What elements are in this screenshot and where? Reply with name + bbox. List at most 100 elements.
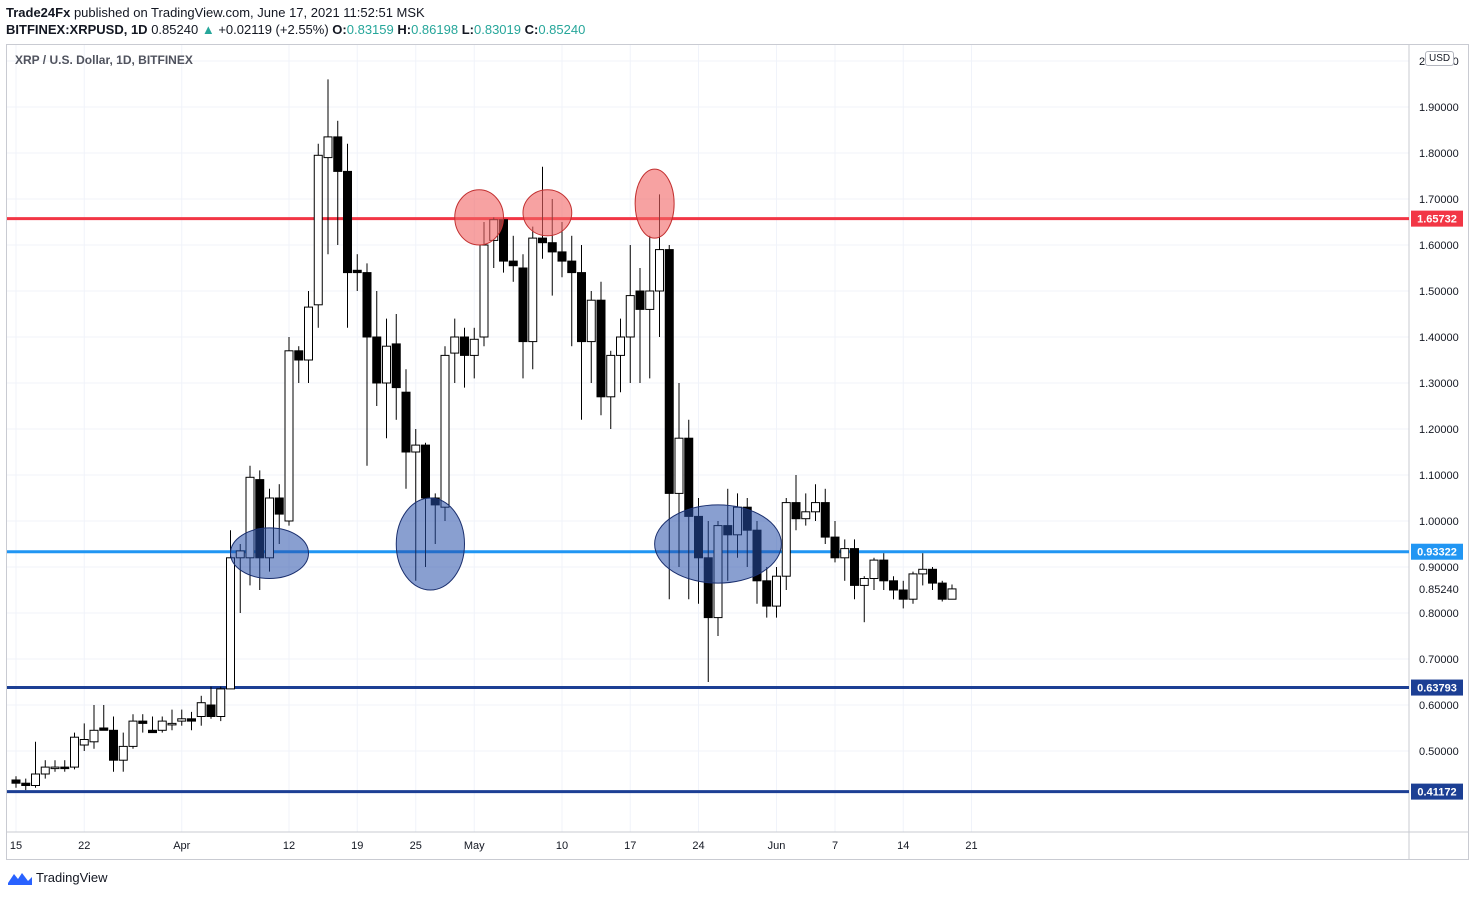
resistance-highlight-ellipse (634, 168, 675, 239)
close-value: 0.85240 (538, 22, 586, 37)
candle-body (889, 580, 898, 591)
level-price-label: 1.65732 (1417, 214, 1457, 226)
candle-body (820, 502, 830, 538)
candle-body (411, 444, 421, 453)
candle-body (635, 290, 645, 310)
candle-body (830, 536, 840, 559)
candle-body (557, 251, 567, 262)
level-price-tag (1411, 783, 1463, 800)
support-highlight-ellipse (395, 497, 465, 591)
support-highlight-ellipse (654, 504, 782, 584)
x-tick-label: 19 (351, 840, 363, 852)
candle-body (128, 720, 138, 747)
y-tick-label: 1.50000 (1419, 286, 1459, 298)
candle-body (479, 244, 489, 338)
candle-body (538, 237, 547, 244)
x-tick-label: 15 (10, 840, 22, 852)
footer-brand-label: TradingView (36, 870, 108, 885)
y-tick-label: 0.70000 (1419, 654, 1459, 666)
candle-body (518, 267, 528, 343)
candle-body (206, 704, 216, 717)
candle-body (450, 336, 460, 354)
candle-body (372, 336, 382, 384)
candle-body (586, 299, 596, 343)
symbol-name[interactable]: BITFINEX:XRPUSD, 1D (6, 22, 148, 37)
candle-body (606, 354, 616, 398)
y-tick-label: 0.90000 (1419, 562, 1459, 574)
candle-body (801, 511, 811, 520)
candle-body (781, 502, 791, 577)
level-price-label: 0.63793 (1417, 683, 1457, 695)
candle-body (99, 727, 109, 731)
level-price-tag (1411, 679, 1463, 696)
level-price-label: 0.93322 (1417, 547, 1457, 559)
candle-body (508, 260, 518, 267)
candle-body (460, 336, 469, 356)
candle-body (21, 782, 31, 787)
candle-body (791, 502, 801, 520)
chart-frame[interactable] (6, 44, 1469, 860)
candle-body (625, 295, 635, 338)
x-tick-label: Jun (768, 840, 786, 852)
x-tick-label: 17 (624, 840, 636, 852)
low-label: L: (461, 22, 474, 37)
close-label: C: (524, 22, 539, 37)
x-tick-label: 7 (832, 840, 838, 852)
y-tick-label: 1.40000 (1419, 332, 1459, 344)
candle-body (645, 290, 655, 310)
candle-body (664, 249, 674, 494)
y-tick-label: 1.80000 (1419, 148, 1459, 160)
x-tick-label: 25 (410, 840, 422, 852)
x-tick-label: Apr (173, 840, 190, 852)
footer-brand[interactable]: TradingView (8, 870, 108, 885)
last-price: 0.85240 (151, 22, 199, 37)
candle-body (216, 688, 226, 718)
y-tick-label: 1.70000 (1419, 194, 1459, 206)
candle-body (118, 745, 128, 761)
candle-body (148, 729, 157, 734)
candle-body (11, 779, 21, 784)
high-label: H: (397, 22, 412, 37)
candle-body (655, 249, 664, 292)
candle-body (596, 299, 606, 398)
candle-body (898, 589, 908, 600)
y-tick-label: 0.60000 (1419, 700, 1459, 712)
y-tick-label: 1.30000 (1419, 378, 1459, 390)
candle-body (323, 136, 333, 159)
x-tick-label: 24 (692, 840, 704, 852)
candle-body (840, 548, 850, 559)
candle-body (937, 582, 947, 600)
candle-body (811, 502, 820, 513)
candle-body (850, 548, 859, 586)
candle-body (40, 766, 50, 775)
x-tick-label: 21 (965, 840, 977, 852)
open-label: O: (332, 22, 347, 37)
open-value: 0.83159 (346, 22, 394, 37)
candle-body (343, 170, 352, 274)
publish-info: Trade24Fx published on TradingView.com, … (6, 5, 425, 20)
level-price-label: 0.41172 (1417, 787, 1456, 799)
candle-body (382, 345, 391, 384)
candle-body (352, 269, 362, 274)
publisher-name[interactable]: Trade24Fx (6, 5, 71, 20)
currency-button[interactable]: USD (1425, 51, 1455, 66)
candle-body (421, 444, 430, 499)
candle-body (440, 354, 450, 508)
candle-body (684, 437, 694, 517)
y-tick-label: 0.80000 (1419, 608, 1459, 620)
candle-body (138, 720, 148, 724)
y-tick-label: 1.20000 (1419, 424, 1459, 436)
candle-body (908, 573, 918, 600)
x-tick-label: 10 (556, 840, 568, 852)
candle-body (528, 237, 538, 343)
candle-body (196, 702, 206, 718)
candle-body (226, 557, 235, 690)
candle-body (157, 720, 167, 731)
y-tick-label: 1.00000 (1419, 516, 1459, 528)
candle-body (567, 260, 577, 274)
y-tick-label: 1.10000 (1419, 470, 1459, 482)
low-value: 0.83019 (474, 22, 521, 37)
candle-body (89, 729, 99, 743)
candle-body (50, 766, 60, 770)
